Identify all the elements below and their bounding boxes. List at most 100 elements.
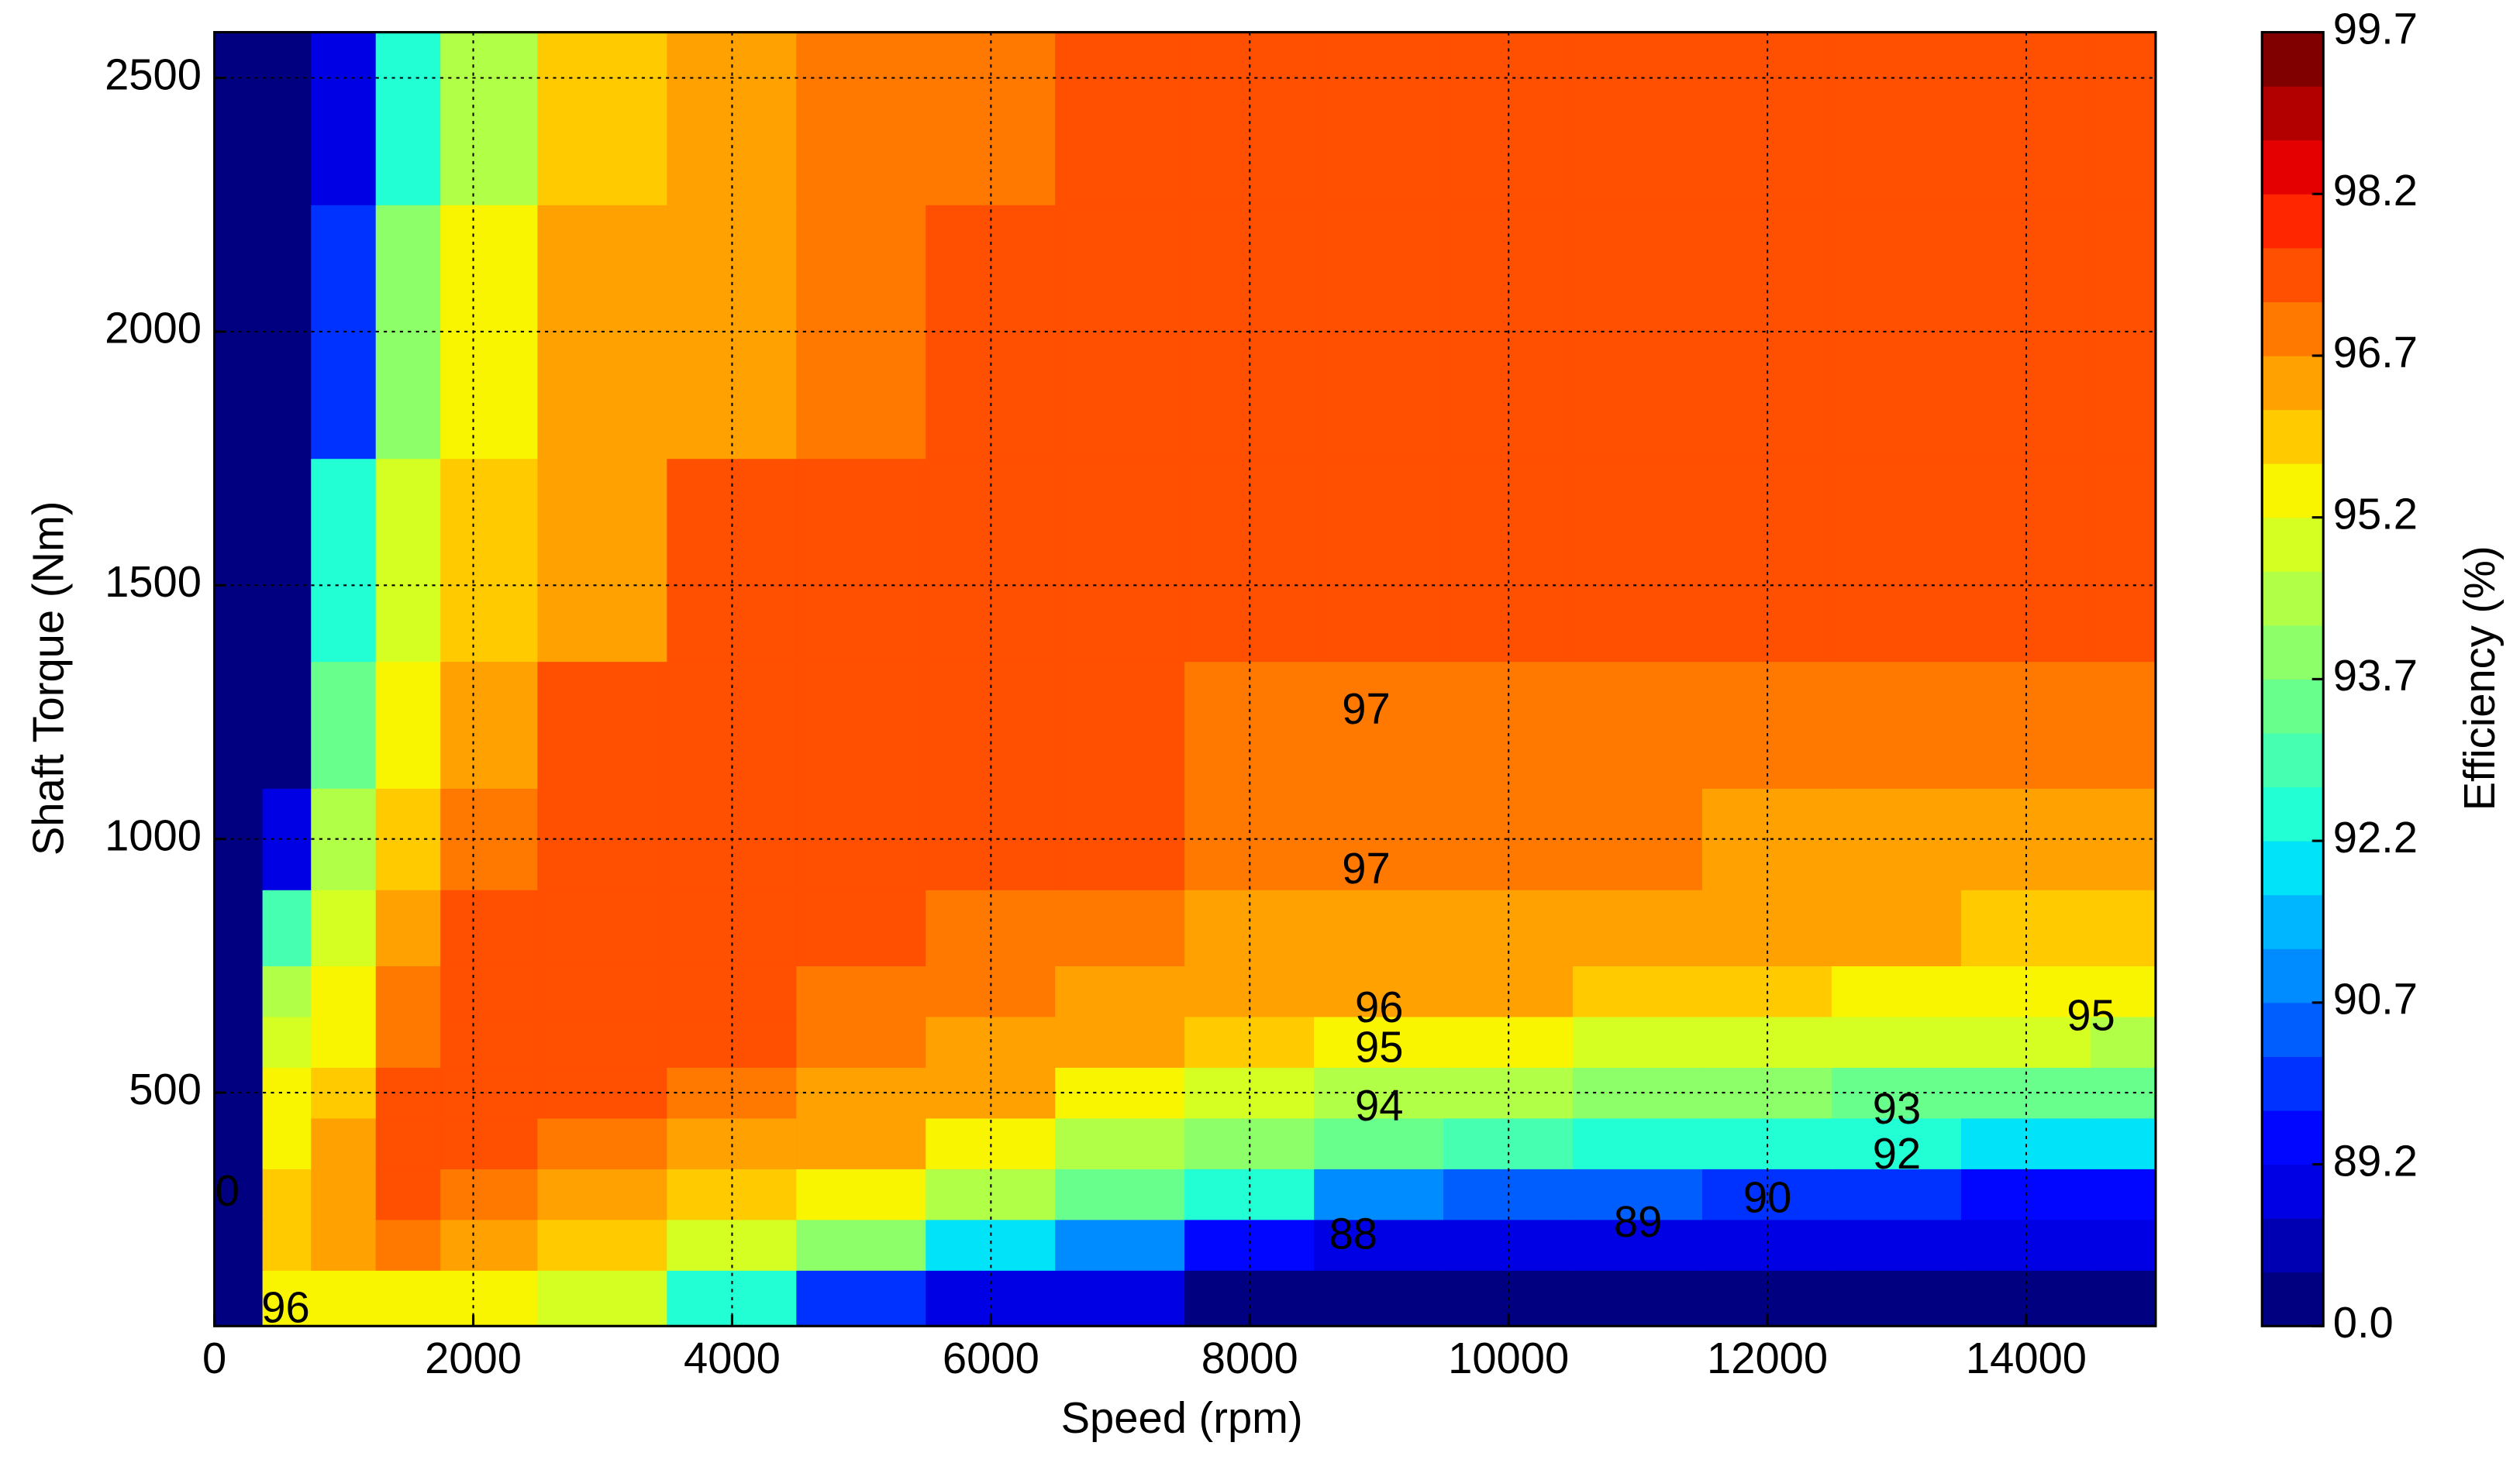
- cell: [2090, 660, 2156, 789]
- colorbar-band: [2261, 678, 2324, 734]
- cell: [2090, 787, 2156, 890]
- cell: [1055, 889, 1186, 966]
- cell: [214, 660, 232, 789]
- cell: [262, 1269, 312, 1327]
- colorbar-tick-label: 92.2: [2333, 813, 2418, 862]
- colorbar-band: [2261, 193, 2324, 249]
- cell: [1055, 660, 1186, 789]
- cell: [796, 965, 927, 1017]
- cell: [796, 1219, 927, 1271]
- cell: [375, 1016, 442, 1068]
- cell: [311, 889, 377, 966]
- contour-label: 97: [1342, 684, 1390, 733]
- cell: [375, 1168, 442, 1220]
- cell: [214, 1016, 232, 1068]
- colorbar-tick-label: 0.0: [2333, 1298, 2394, 1347]
- colorbar-band: [2261, 139, 2324, 194]
- cell: [1055, 1219, 1186, 1271]
- cell: [214, 1269, 232, 1327]
- cell: [229, 1016, 264, 1068]
- cell: [1831, 660, 1963, 789]
- cell: [796, 660, 927, 789]
- plot-frame: [213, 31, 2157, 1327]
- contour-label: 88: [1329, 1210, 1377, 1258]
- cell: [1314, 889, 1445, 966]
- cell: [1573, 457, 1704, 663]
- contour-label: 93: [1873, 1084, 1921, 1133]
- cell: [1314, 1269, 1445, 1327]
- cell: [1314, 457, 1445, 663]
- cell: [1831, 965, 1963, 1017]
- colorbar-tick-label: 99.7: [2333, 4, 2418, 53]
- cell: [375, 1269, 442, 1327]
- cell: [440, 1117, 539, 1169]
- cell: [311, 1016, 377, 1068]
- cell: [440, 965, 539, 1017]
- cell: [229, 889, 264, 966]
- cell: [262, 31, 312, 205]
- cell: [1573, 1168, 1704, 1220]
- x-tick-label: 12000: [1707, 1334, 1828, 1382]
- cell: [2090, 457, 2156, 663]
- cell: [537, 457, 668, 663]
- contour-label: 95: [1355, 1023, 1403, 1072]
- cell: [214, 1219, 232, 1271]
- cell: [229, 660, 264, 789]
- cell: [1314, 1016, 1445, 1068]
- colorbar-tick-label: 89.2: [2333, 1136, 2418, 1185]
- colorbar-band: [2261, 355, 2324, 411]
- contour-label: 0: [215, 1166, 240, 1215]
- cell: [2090, 889, 2156, 966]
- cell: [926, 660, 1057, 789]
- cell: [1314, 965, 1445, 1017]
- colorbar-band: [2261, 1164, 2324, 1219]
- cell: [229, 1168, 264, 1220]
- cell: [262, 889, 312, 966]
- cell: [214, 31, 232, 205]
- cell: [1055, 31, 1186, 205]
- cell: [1443, 1219, 1574, 1271]
- cell: [440, 1016, 539, 1068]
- cell: [537, 660, 668, 789]
- colorbar-tick-label: 98.2: [2333, 166, 2418, 215]
- x-axis-label: Speed (rpm): [1061, 1393, 1303, 1442]
- x-tick-label: 10000: [1448, 1334, 1569, 1382]
- cell: [440, 1269, 539, 1327]
- colorbar-band: [2261, 1055, 2324, 1111]
- x-tick-label: 8000: [1201, 1334, 1298, 1382]
- cell: [1573, 889, 1704, 966]
- colorbar-band: [2261, 463, 2324, 518]
- cell: [1573, 1016, 1704, 1068]
- contour-label: 92: [1873, 1129, 1921, 1178]
- cell: [311, 31, 377, 205]
- x-tick-label: 2000: [425, 1334, 522, 1382]
- cell: [2090, 965, 2156, 1017]
- cell: [1960, 31, 2092, 205]
- cell: [1960, 660, 2092, 789]
- cell: [311, 660, 377, 789]
- cell: [1184, 1219, 1315, 1271]
- cell: [440, 660, 539, 789]
- cell: [1831, 1168, 1963, 1220]
- cell: [375, 660, 442, 789]
- colorbar-band: [2261, 85, 2324, 141]
- colorbar-band: [2261, 1217, 2324, 1273]
- cell: [311, 457, 377, 663]
- cell: [229, 1269, 264, 1327]
- colorbar-band: [2261, 787, 2324, 842]
- cell: [375, 1117, 442, 1169]
- cell: [796, 1117, 927, 1169]
- colorbar-band: [2261, 625, 2324, 680]
- cell: [214, 889, 232, 966]
- cell: [1831, 457, 1963, 663]
- cell: [1314, 1117, 1445, 1169]
- cell: [1831, 1016, 1963, 1068]
- cell: [440, 457, 539, 663]
- cell: [2090, 31, 2156, 205]
- cell: [375, 965, 442, 1017]
- cell: [1314, 660, 1445, 789]
- x-tick-label: 0: [202, 1334, 226, 1382]
- cell: [214, 1117, 232, 1169]
- cell: [667, 31, 798, 205]
